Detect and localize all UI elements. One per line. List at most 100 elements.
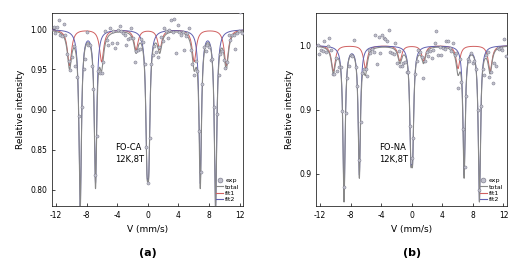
Point: [109, 29, 118, 33]
Point: [158, 39, 167, 43]
Point: [234, 29, 243, 34]
Point: [380, 36, 388, 40]
Point: [454, 86, 462, 90]
Point: [459, 127, 467, 131]
Point: [399, 61, 407, 65]
Point: [472, 67, 480, 71]
Point: [83, 30, 91, 34]
Point: [419, 76, 427, 80]
Point: [360, 67, 368, 72]
Legend: exp, total, fit1, fit2: exp, total, fit1, fit2: [215, 177, 241, 203]
Point: [502, 54, 510, 58]
Point: [76, 216, 84, 220]
Point: [96, 70, 104, 75]
Point: [356, 119, 365, 124]
Point: [200, 45, 208, 49]
Point: [103, 37, 111, 42]
Point: [330, 72, 338, 76]
Point: [183, 31, 191, 36]
Point: [393, 61, 401, 65]
Point: [470, 59, 479, 63]
Point: [81, 57, 89, 62]
Point: [190, 73, 198, 77]
Point: [132, 49, 141, 53]
Point: [111, 46, 119, 50]
Point: [187, 48, 195, 52]
Point: [420, 58, 429, 63]
Point: [129, 36, 137, 40]
Point: [172, 51, 180, 55]
Point: [407, 156, 416, 161]
Point: [317, 48, 325, 52]
Point: [185, 25, 194, 30]
Point: [416, 50, 424, 54]
Point: [107, 41, 116, 45]
Point: [181, 34, 190, 39]
Point: [217, 51, 225, 56]
Point: [345, 64, 353, 68]
Point: [390, 52, 398, 56]
Point: [167, 18, 175, 22]
Point: [426, 49, 434, 53]
Y-axis label: Relative intensity: Relative intensity: [285, 70, 293, 149]
Point: [162, 29, 170, 34]
Point: [213, 111, 221, 116]
X-axis label: V (mm/s): V (mm/s): [127, 225, 168, 234]
Point: [71, 64, 79, 68]
Point: [338, 109, 347, 113]
Point: [224, 33, 233, 37]
Point: [462, 94, 470, 98]
Point: [131, 60, 139, 65]
Point: [238, 31, 246, 35]
Point: [198, 82, 207, 86]
Point: [68, 55, 76, 60]
Point: [104, 43, 112, 47]
Point: [197, 170, 205, 174]
Point: [386, 50, 394, 54]
Point: [430, 41, 439, 46]
Text: (b): (b): [403, 248, 421, 258]
Point: [457, 80, 465, 84]
Point: [94, 69, 103, 73]
Point: [374, 35, 383, 39]
Point: [333, 69, 342, 73]
Point: [89, 87, 98, 92]
Point: [160, 26, 168, 30]
Point: [147, 62, 155, 66]
Point: [485, 75, 494, 79]
Point: [63, 52, 71, 56]
Point: [233, 31, 241, 35]
Point: [490, 60, 498, 65]
Point: [97, 71, 106, 75]
Point: [342, 111, 350, 115]
Point: [178, 30, 187, 34]
Point: [203, 43, 211, 48]
Point: [126, 36, 134, 40]
Point: [221, 66, 230, 70]
Legend: exp, total, fit1, fit2: exp, total, fit1, fit2: [479, 177, 504, 203]
Point: [175, 29, 184, 34]
Point: [404, 70, 413, 74]
Point: [366, 51, 374, 55]
Point: [168, 30, 177, 35]
Point: [320, 39, 328, 43]
Point: [205, 44, 213, 49]
Point: [498, 48, 507, 53]
Point: [155, 45, 164, 49]
Point: [409, 135, 417, 140]
Point: [351, 65, 360, 69]
Point: [84, 43, 93, 47]
Point: [211, 208, 220, 212]
Point: [332, 56, 340, 60]
Point: [214, 73, 223, 77]
Point: [480, 73, 488, 77]
Point: [142, 145, 151, 149]
Point: [150, 44, 158, 48]
Point: [144, 181, 152, 185]
Point: [134, 48, 142, 52]
Point: [79, 67, 88, 71]
Point: [475, 188, 484, 192]
Point: [391, 41, 400, 45]
Point: [473, 107, 482, 112]
Point: [174, 23, 182, 27]
